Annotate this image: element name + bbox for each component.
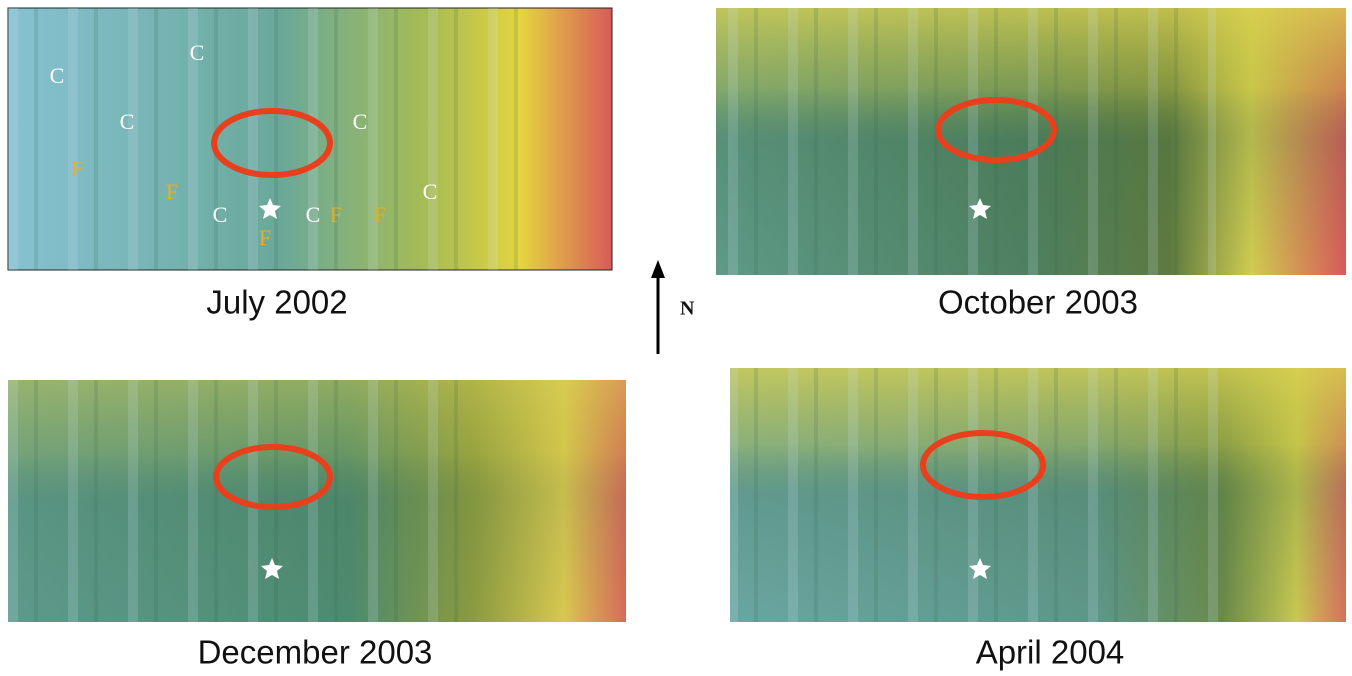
map-label: C — [213, 202, 228, 227]
caption: October 2003 — [938, 284, 1138, 321]
map-label: C — [423, 179, 438, 204]
panel-april-2004 — [730, 368, 1346, 622]
map-label: F — [166, 179, 178, 204]
caption: December 2003 — [198, 634, 433, 671]
map-label: C — [50, 63, 65, 88]
map-label: C — [306, 202, 321, 227]
north-arrow: N — [651, 260, 695, 354]
map-label: F — [374, 202, 386, 227]
map-label: C — [120, 109, 135, 134]
caption: April 2004 — [976, 634, 1125, 671]
map-label: C — [353, 109, 368, 134]
map-label: C — [190, 40, 205, 65]
north-label: N — [680, 298, 695, 320]
panel-december-2003 — [8, 380, 626, 622]
map-label: F — [259, 225, 271, 250]
figure: N July 2002 October 2003 December 2003 A… — [0, 0, 1352, 676]
panel-october-2003 — [716, 8, 1346, 275]
caption: July 2002 — [206, 284, 347, 321]
map-label: F — [71, 156, 83, 181]
panel-july-2002 — [8, 8, 612, 270]
map-label: F — [330, 202, 342, 227]
